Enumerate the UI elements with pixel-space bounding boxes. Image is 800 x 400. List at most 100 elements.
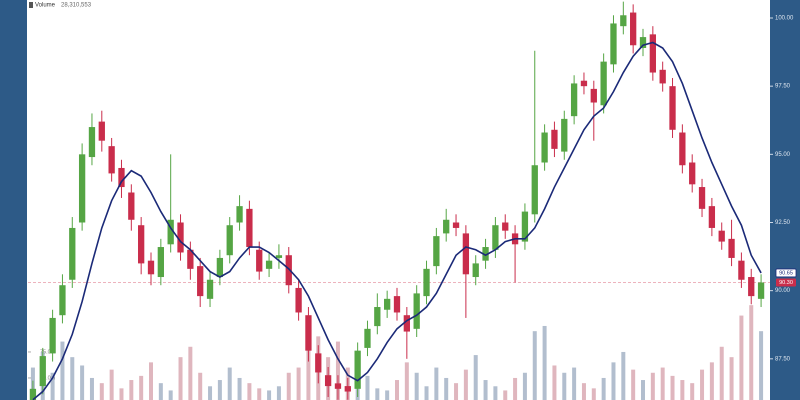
candle-body — [561, 118, 568, 152]
candle-body — [580, 80, 588, 87]
candle-body — [295, 287, 302, 313]
volume-bar — [158, 383, 163, 400]
volume-bar — [129, 380, 134, 400]
candle-body — [423, 268, 430, 297]
candle-body — [256, 249, 263, 272]
volume-bar — [641, 380, 645, 400]
candle-body — [59, 285, 66, 316]
volume-bar — [719, 346, 724, 400]
candle-body — [354, 350, 361, 389]
candle-body — [216, 257, 224, 278]
candle-body — [708, 206, 716, 228]
volume-bar — [267, 390, 272, 400]
volume-tick-label: 75.0m — [40, 349, 56, 355]
y-tick-label: 87.50 — [775, 356, 791, 362]
candle-body — [521, 211, 529, 242]
candle-body — [39, 356, 46, 387]
volume-bar — [385, 390, 390, 400]
volume-bar — [217, 380, 222, 400]
candle-body — [177, 222, 184, 253]
candle-body — [147, 260, 155, 275]
volume-bar — [414, 372, 419, 400]
volume-bar — [690, 383, 695, 400]
candle-body — [29, 388, 37, 400]
volume-bar — [454, 383, 459, 400]
candle-body — [689, 162, 696, 185]
candle-body — [433, 236, 440, 267]
candle-body — [128, 192, 135, 220]
candle-body — [462, 233, 470, 275]
volume-bar — [542, 325, 547, 400]
volume-bar — [581, 383, 586, 400]
volume-bar — [739, 315, 744, 400]
volume-bar — [729, 357, 734, 400]
candle-body — [452, 222, 460, 228]
candle-body — [324, 375, 332, 387]
candle-body — [49, 317, 56, 354]
candle-body — [492, 225, 499, 250]
candle-body — [118, 167, 125, 188]
candle-body — [590, 88, 597, 103]
candle-body — [265, 260, 273, 269]
volume-bar — [562, 372, 567, 400]
candle-body — [344, 386, 351, 392]
y-tick-label: 95.00 — [775, 152, 791, 158]
candle-body — [728, 238, 735, 258]
volume-bar — [434, 367, 439, 400]
volume-bar — [99, 383, 104, 400]
volume-bar — [50, 372, 55, 400]
volume-bar — [198, 372, 203, 400]
candle-body — [108, 146, 115, 174]
candle-body — [88, 127, 96, 158]
volume-bar — [375, 388, 380, 400]
candle-body — [531, 165, 538, 215]
candle-body — [738, 260, 745, 280]
candle-body — [305, 315, 312, 351]
volume-tick-label: 50.0m — [40, 375, 56, 381]
candle-body — [570, 83, 578, 117]
volume-bar — [473, 355, 478, 400]
volume-bar — [680, 380, 685, 400]
candle-body — [482, 247, 489, 261]
volume-bar — [611, 362, 616, 400]
candle-body — [551, 129, 558, 149]
candle-body — [285, 255, 292, 286]
volume-bar — [286, 372, 291, 400]
candle-body — [620, 15, 627, 27]
volume-bar — [601, 377, 606, 400]
volume-bar — [591, 388, 596, 400]
volume-bar — [335, 341, 340, 400]
candle-body — [384, 298, 391, 310]
volume-bar — [60, 341, 65, 400]
candle-body — [443, 219, 450, 234]
volume-bar — [276, 386, 281, 400]
candle-body — [167, 219, 174, 245]
candle-body — [639, 37, 647, 48]
volume-bar — [404, 362, 409, 400]
last-price-tag — [776, 278, 796, 287]
candle-body — [502, 222, 509, 231]
volume-bar — [365, 375, 370, 400]
volume-bar — [149, 362, 153, 400]
volume-bar — [709, 362, 714, 400]
volume-bar — [503, 390, 508, 400]
candle-body — [679, 132, 686, 166]
y-tick-label: 97.50 — [775, 84, 791, 90]
volume-bar — [227, 367, 232, 400]
volume-bar — [109, 369, 114, 400]
left-strip — [0, 0, 27, 400]
volume-bar — [178, 357, 183, 400]
volume-bar — [444, 377, 449, 400]
volume-bar — [188, 346, 193, 400]
volume-bar — [257, 388, 262, 400]
candle-body — [393, 296, 401, 313]
volume-bar — [119, 388, 124, 400]
volume-bar — [237, 377, 242, 400]
candle-body — [610, 23, 617, 65]
candle-body — [472, 263, 479, 278]
candle-body — [98, 121, 105, 141]
candle-body — [197, 266, 204, 297]
volume-bar — [70, 357, 75, 400]
candle-body — [630, 12, 637, 46]
volume-bar — [532, 331, 537, 400]
